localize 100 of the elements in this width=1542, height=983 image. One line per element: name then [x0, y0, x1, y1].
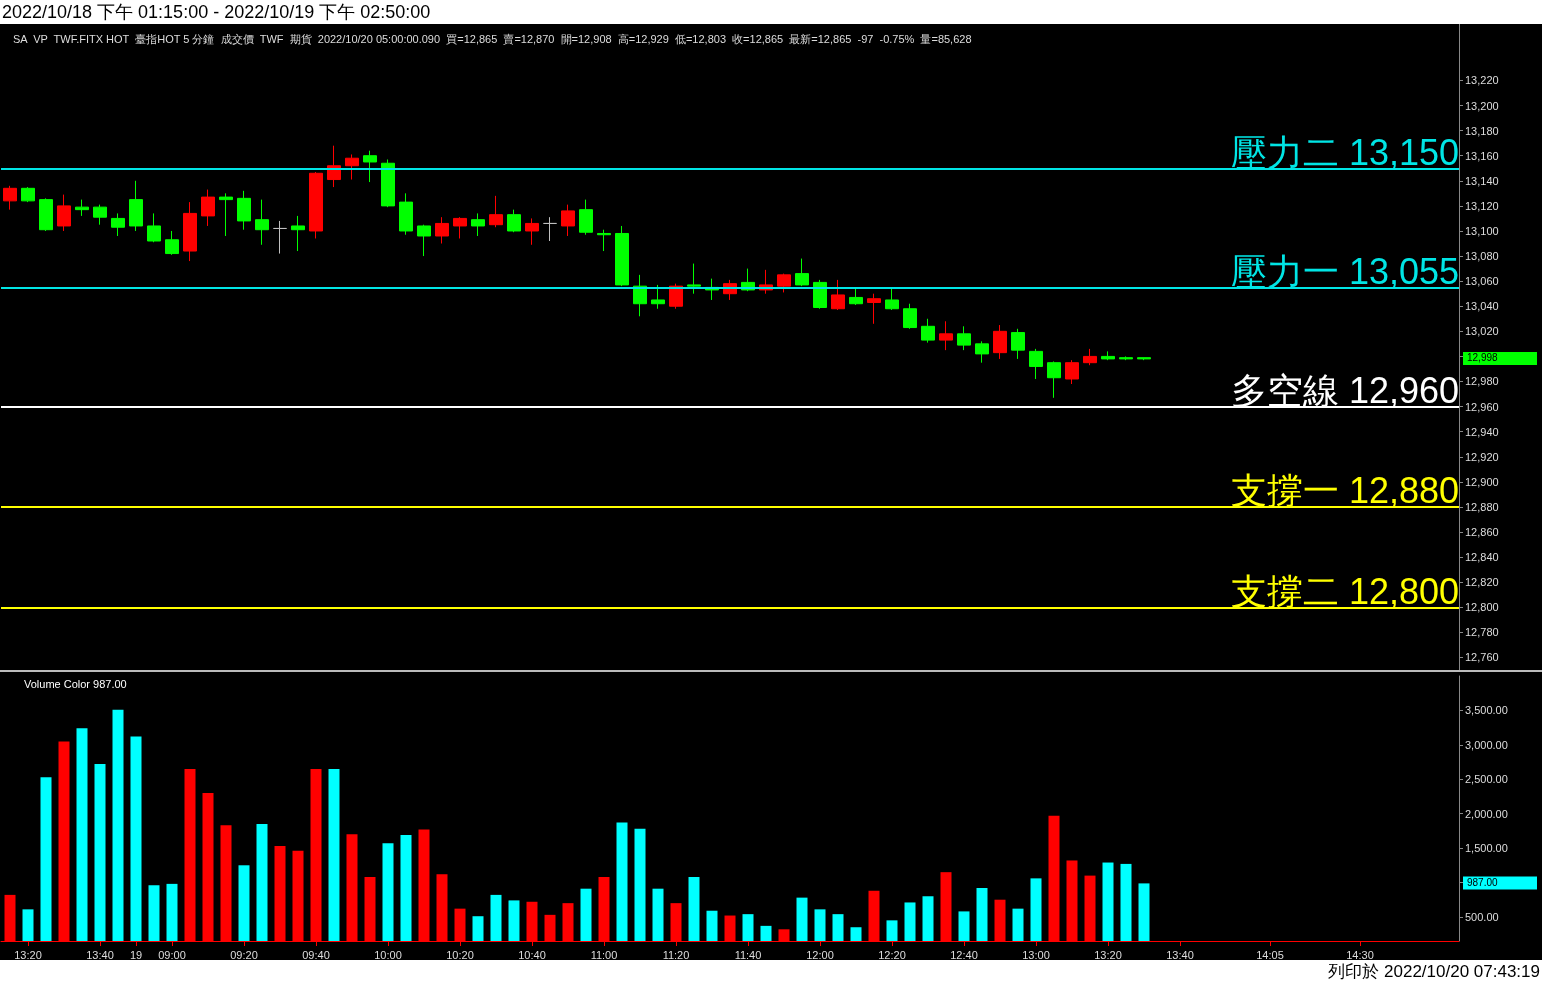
- y-tick-label: 13,140: [1465, 174, 1499, 187]
- chart-title: 2022/10/18 下午 01:15:00 - 2022/10/19 下午 02:50:00: [0, 0, 1542, 24]
- candlestick: [597, 229, 611, 252]
- x-tick-label: 12:00: [806, 948, 834, 961]
- candlestick: [939, 320, 953, 351]
- x-tick-label: 11:40: [734, 948, 762, 961]
- annotation: Volume Color 987.00: [24, 677, 127, 690]
- candlestick: [309, 171, 323, 239]
- candlestick: [957, 325, 971, 351]
- y-tick-label: 12,940: [1465, 425, 1499, 438]
- y-tick-label: 13,200: [1465, 99, 1499, 112]
- candlestick: [687, 263, 701, 295]
- y-tick-label: 1,500.00: [1465, 842, 1508, 855]
- y-tick-label: 12,840: [1465, 551, 1499, 564]
- candlestick: [435, 216, 449, 245]
- x-tick-label: 10:20: [446, 948, 474, 961]
- y-tick-label: 12,760: [1465, 651, 1499, 664]
- candlestick: [777, 273, 791, 293]
- ref-line-label: 多空線 12,960: [1230, 370, 1459, 412]
- x-tick-label: 12:40: [950, 948, 978, 961]
- candlestick: [885, 288, 899, 311]
- candlestick: [921, 318, 935, 344]
- candlestick: [345, 153, 359, 181]
- y-tick-label: 12,820: [1465, 576, 1499, 589]
- x-tick-label: 10:40: [518, 948, 546, 961]
- x-tick-label: 09:20: [230, 948, 258, 961]
- ref-line-label: 支撐一 12,880: [1230, 470, 1459, 512]
- x-tick-label: 13:00: [1022, 948, 1050, 961]
- candlestick: [273, 220, 287, 255]
- candlestick: [147, 212, 161, 243]
- candlestick: [1119, 355, 1133, 361]
- candlestick: [75, 199, 89, 217]
- candlestick: [849, 288, 863, 306]
- y-tick-label: 3,500.00: [1465, 704, 1508, 717]
- candlestick: [1047, 360, 1061, 399]
- candlestick: [57, 194, 71, 232]
- x-tick-label: 10:00: [374, 948, 402, 961]
- y-tick-label: 3,000.00: [1465, 738, 1508, 751]
- candlestick: [1029, 348, 1043, 380]
- text: 987.00: [1467, 876, 1499, 888]
- x-tick-label: 13:20: [1094, 948, 1122, 961]
- candlestick: [471, 212, 485, 237]
- candlestick: [579, 199, 593, 236]
- candlestick: [219, 192, 233, 237]
- y-tick-label: 12,960: [1465, 400, 1499, 413]
- candlestick: [21, 186, 35, 203]
- candlestick: [1137, 357, 1151, 361]
- candlestick: [3, 185, 17, 211]
- text: SA VP TWF.FITX HOT 臺指HOT 5 分鐘 成交價 TWF 期貨 2022/10/20 05:00:00.090 買=12,865 賣=12,870 開=12,908 高=12,929 低=12,803 收=12,865 最新=12,865 -97 -0.75% 量=85,628: [13, 32, 972, 45]
- y-tick-label: 13,060: [1465, 275, 1499, 288]
- candlestick: [867, 293, 881, 325]
- y-tick-label: 500.00: [1465, 910, 1499, 923]
- y-tick-label: 2,000.00: [1465, 807, 1508, 820]
- candlestick: [903, 303, 917, 330]
- ref-line-label: 壓力一 13,055: [1230, 250, 1459, 292]
- x-tick-label: 13:20: [14, 948, 42, 961]
- y-tick-label: 12,800: [1465, 601, 1499, 614]
- y-tick-label: 2,500.00: [1465, 773, 1508, 786]
- candlestick: [165, 230, 179, 256]
- candlestick: [93, 204, 107, 226]
- candlestick: [669, 283, 683, 310]
- candlestick: [813, 279, 827, 310]
- x-tick-label: 11:00: [590, 948, 618, 961]
- x-tick-label: 14:30: [1346, 948, 1374, 961]
- candlestick: [453, 216, 467, 239]
- x-tick-label: 09:40: [302, 948, 330, 961]
- candlestick: [1083, 348, 1097, 366]
- candlestick: [363, 150, 377, 183]
- x-tick-label: 19: [129, 948, 143, 961]
- candlestick: [417, 224, 431, 257]
- candlestick: [525, 217, 539, 246]
- candlestick: [255, 199, 269, 246]
- candlestick: [201, 189, 215, 227]
- candlestick: [795, 258, 809, 287]
- y-tick-label: 12,980: [1465, 375, 1499, 388]
- candlestick: [291, 215, 305, 252]
- candlestick: [183, 201, 197, 262]
- candlestick: [993, 324, 1007, 360]
- candlestick: [1011, 328, 1025, 360]
- y-tick-label: 13,040: [1465, 300, 1499, 313]
- candlestick: [975, 340, 989, 364]
- candlestick: [1101, 350, 1115, 361]
- text: 列印於 2022/10/20 07:43:19: [0, 960, 1542, 983]
- text: 12,998: [1467, 352, 1499, 364]
- candlestick: [507, 209, 521, 233]
- x-tick-label: 13:40: [1166, 948, 1194, 961]
- candlestick: [831, 279, 845, 311]
- candlestick: [561, 204, 575, 237]
- candlestick: [111, 212, 125, 237]
- y-tick-label: 12,920: [1465, 450, 1499, 463]
- candlestick: [543, 216, 557, 242]
- x-tick-label: 11:20: [662, 948, 690, 961]
- x-tick-label: 14:05: [1256, 948, 1284, 961]
- y-tick-label: 13,100: [1465, 224, 1499, 237]
- y-tick-label: 13,120: [1465, 199, 1499, 212]
- candlestick: [615, 225, 629, 287]
- candlestick: [489, 195, 503, 228]
- x-tick-label: 13:40: [86, 948, 114, 961]
- candlestick: [399, 192, 413, 236]
- candlestick: [1065, 359, 1079, 385]
